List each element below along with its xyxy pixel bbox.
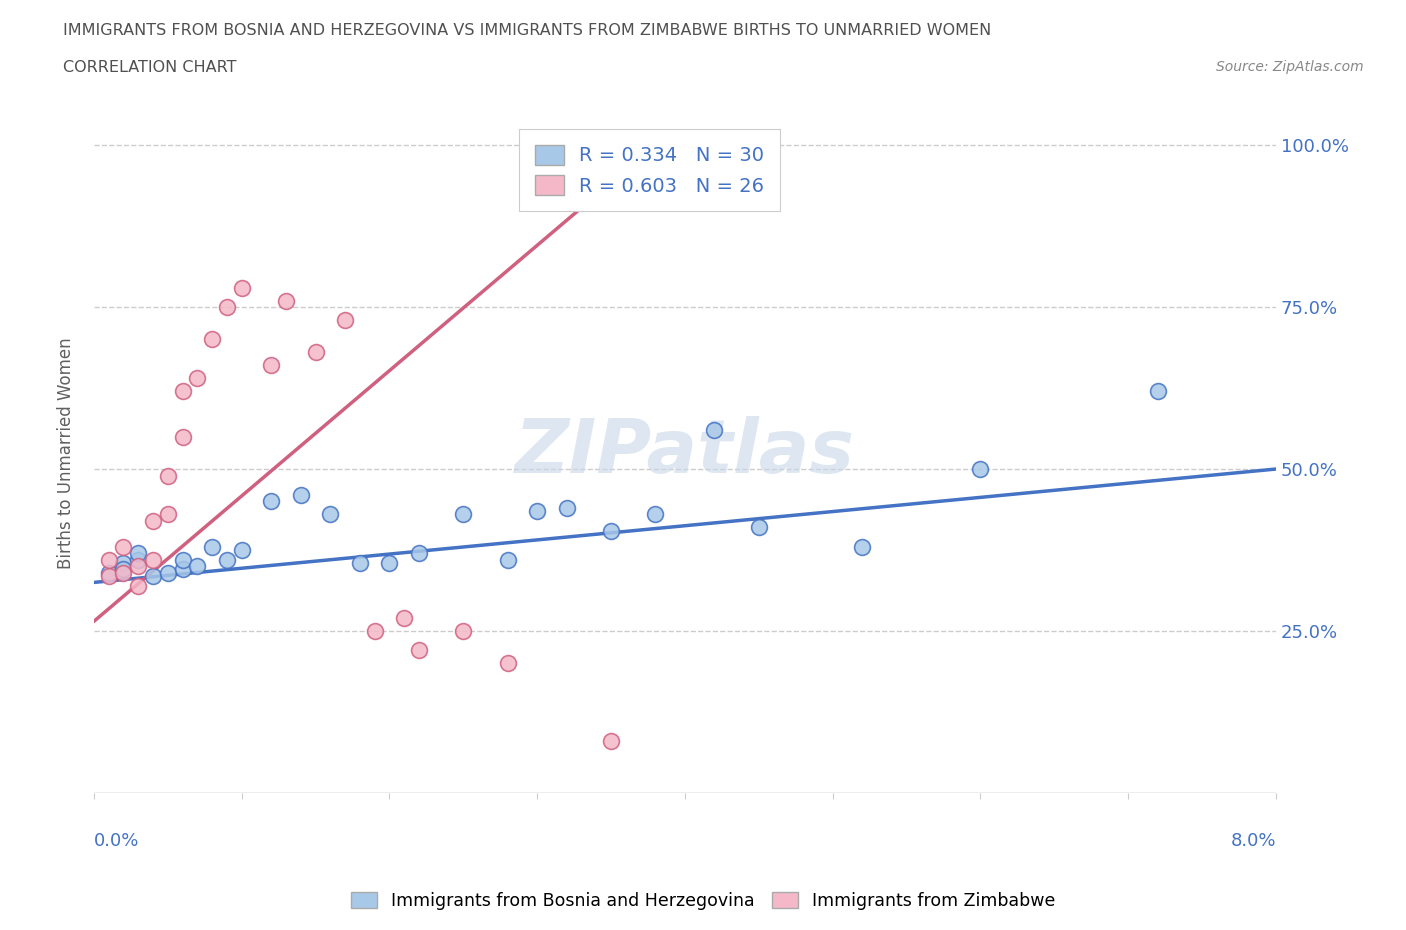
Point [408,643,430,658]
Point [112,539,135,554]
Point [156,468,179,483]
Point [703,423,725,438]
Point [172,552,194,567]
Text: 8.0%: 8.0% [1230,832,1277,850]
Point [172,429,194,444]
Text: Source: ZipAtlas.com: Source: ZipAtlas.com [1216,60,1364,74]
Point [1146,384,1168,399]
Point [290,487,312,502]
Point [142,568,165,583]
Text: IMMIGRANTS FROM BOSNIA AND HERZEGOVINA VS IMMIGRANTS FROM ZIMBABWE BIRTHS TO UNM: IMMIGRANTS FROM BOSNIA AND HERZEGOVINA V… [63,23,991,38]
Point [127,559,149,574]
Point [112,565,135,580]
Point [142,552,165,567]
Point [260,358,283,373]
Point [201,332,224,347]
Point [408,546,430,561]
Legend: R = 0.334   N = 30, R = 0.603   N = 26: R = 0.334 N = 30, R = 0.603 N = 26 [519,129,780,211]
Point [127,578,149,593]
Text: ZIPatlas: ZIPatlas [515,417,855,489]
Point [496,656,519,671]
Point [127,546,149,561]
Point [600,524,623,538]
Point [231,280,253,295]
Point [97,552,120,567]
Point [274,293,297,308]
Point [127,552,149,567]
Point [215,299,238,314]
Point [97,565,120,580]
Legend: Immigrants from Bosnia and Herzegovina, Immigrants from Zimbabwe: Immigrants from Bosnia and Herzegovina, … [344,884,1062,917]
Point [172,384,194,399]
Point [333,312,356,327]
Text: 0.0%: 0.0% [94,832,139,850]
Point [969,461,991,476]
Point [392,611,415,626]
Point [156,565,179,580]
Point [97,568,120,583]
Point [526,504,548,519]
Point [201,539,224,554]
Point [453,507,475,522]
Point [186,371,208,386]
Y-axis label: Births to Unmarried Women: Births to Unmarried Women [58,337,75,568]
Point [851,539,873,554]
Point [112,562,135,577]
Point [363,624,385,639]
Text: CORRELATION CHART: CORRELATION CHART [63,60,236,75]
Point [319,507,342,522]
Point [215,552,238,567]
Point [378,555,401,570]
Point [496,552,519,567]
Point [142,513,165,528]
Point [600,734,623,749]
Point [453,624,475,639]
Point [644,507,666,522]
Point [231,542,253,557]
Point [304,345,326,360]
Point [748,520,770,535]
Point [349,555,371,570]
Point [186,559,208,574]
Point [112,555,135,570]
Point [156,507,179,522]
Point [260,494,283,509]
Point [172,562,194,577]
Point [555,500,578,515]
